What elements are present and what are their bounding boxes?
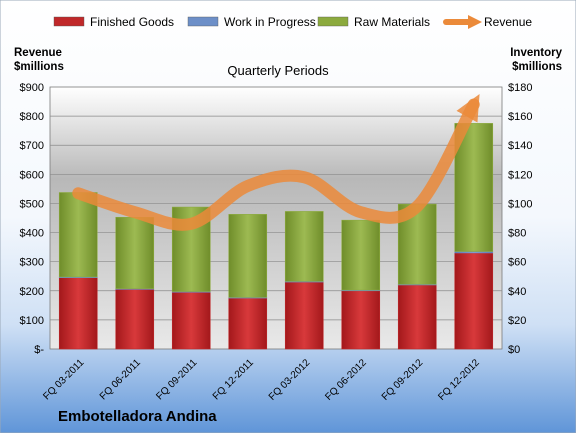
bars	[58, 123, 494, 350]
legend-label: Finished Goods	[90, 15, 174, 29]
left-axis-title-line1: Revenue	[14, 47, 62, 59]
left-tick-label: $100	[20, 315, 44, 327]
right-tick-label: $40	[508, 286, 526, 298]
bar-finished-goods	[115, 289, 155, 350]
left-tick-label: $600	[20, 169, 44, 181]
right-tick-label: $80	[508, 228, 526, 240]
right-axis: $0 $20 $40 $60 $80 $100 $120 $140 $160 $180	[508, 82, 532, 356]
right-axis-title-line2: $millions	[512, 61, 562, 73]
bar-raw-materials	[58, 192, 98, 278]
right-tick-label: $100	[508, 198, 532, 210]
left-tick-label: $500	[20, 198, 44, 210]
left-tick-label: $200	[20, 286, 44, 298]
right-tick-label: $0	[508, 344, 520, 356]
bar-finished-goods	[397, 284, 437, 350]
legend-item-raw-materials: Raw Materials	[317, 15, 430, 29]
legend-swatch	[317, 16, 349, 27]
revenue-line-layer	[72, 93, 480, 231]
right-tick-label: $120	[508, 169, 532, 181]
right-tick-label: $180	[508, 82, 532, 94]
bar-finished-goods	[341, 290, 381, 350]
bar-finished-goods	[171, 291, 211, 350]
legend-swatch-arrow	[468, 15, 482, 29]
bar-finished-goods	[454, 252, 494, 350]
bar-raw-materials	[228, 214, 268, 298]
bar-finished-goods	[228, 297, 268, 350]
right-tick-label: $140	[508, 140, 532, 152]
left-axis-title-line2: $millions	[14, 61, 64, 73]
bar-finished-goods	[284, 281, 324, 350]
bar-raw-materials	[115, 216, 155, 289]
left-tick-label: $800	[20, 111, 44, 123]
legend-item-revenue: Revenue	[443, 15, 532, 29]
bar-raw-materials	[284, 211, 324, 282]
right-tick-label: $160	[508, 111, 532, 123]
chart-title: Quarterly Periods	[227, 63, 329, 78]
left-tick-label: $-	[34, 344, 44, 356]
left-axis: $- $100 $200 $300 $400 $500 $600 $700 $800 $900	[20, 82, 45, 356]
legend-swatch	[53, 16, 85, 27]
legend-label: Revenue	[484, 15, 532, 29]
right-tick-label: $60	[508, 257, 526, 269]
legend-item-work-in-progress: Work in Progress	[187, 15, 316, 29]
legend: Finished Goods Work in Progress Raw Materi…	[53, 15, 532, 29]
legend-label: Raw Materials	[354, 15, 430, 29]
revenue-line	[72, 93, 480, 231]
left-tick-label: $400	[20, 228, 44, 240]
company-name: Embotelladora Andina	[58, 408, 217, 425]
right-tick-label: $20	[508, 315, 526, 327]
legend-item-finished-goods: Finished Goods	[53, 15, 174, 29]
bar-raw-materials	[454, 123, 494, 252]
bar-raw-materials	[341, 219, 381, 291]
left-tick-label: $300	[20, 257, 44, 269]
legend-swatch	[187, 16, 219, 27]
bar-finished-goods	[58, 277, 98, 350]
right-axis-title-line1: Inventory	[510, 47, 562, 59]
left-tick-label: $700	[20, 140, 44, 152]
left-tick-label: $900	[20, 82, 44, 94]
legend-label: Work in Progress	[224, 15, 316, 29]
